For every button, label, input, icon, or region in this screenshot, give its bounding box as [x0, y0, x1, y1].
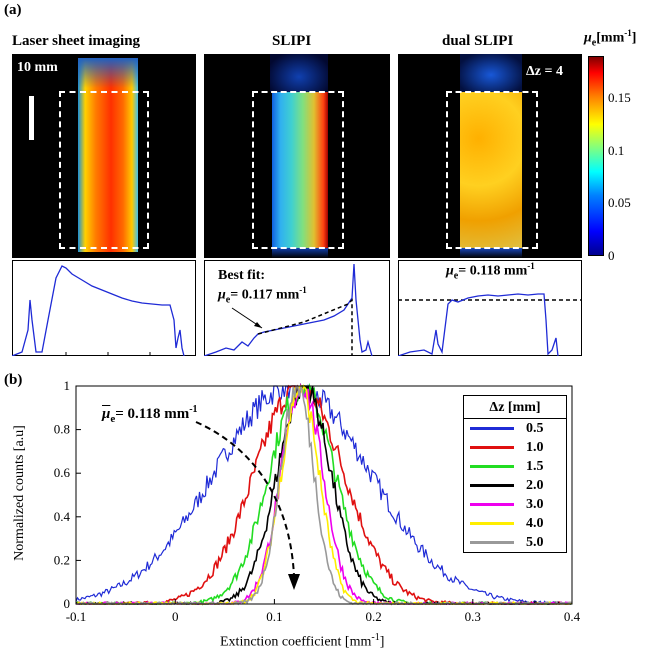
dual-slipi-annotation: μe= 0.118 mm-1 — [446, 261, 535, 281]
delta-z-label: Δz = 4 — [526, 64, 563, 79]
panel-a-label: (a) — [4, 2, 22, 18]
legend: Δz [mm] 0.5 1.0 1.5 2.0 3.0 4.0 5.0 — [463, 395, 567, 553]
scale-bar — [29, 96, 34, 140]
slipi-image — [204, 54, 390, 258]
scale-bar-label: 10 mm — [17, 60, 58, 75]
legend-item: 4.0 — [464, 514, 566, 533]
legend-item: 5.0 — [464, 533, 566, 552]
y-axis-title-wrap: Normalized counts [a.u] — [8, 400, 28, 590]
mu-sub: e — [110, 413, 116, 425]
legend-label: 5.0 — [526, 534, 544, 550]
x-tick-label: 0 — [172, 609, 179, 624]
best-fit-value: = 0.117 mm — [230, 287, 300, 303]
colorbar-tick-label: 0.1 — [608, 142, 625, 158]
legend-title: Δz [mm] — [464, 400, 566, 419]
legend-swatch — [470, 427, 514, 430]
y-axis-title: Normalized counts [a.u] — [12, 425, 27, 561]
title-laser-sheet: Laser sheet imaging — [12, 33, 141, 49]
x-tick-label: 0.2 — [365, 609, 381, 624]
mean-value: = 0.118 mm — [115, 406, 190, 422]
mu-bar-symbol: μ — [102, 406, 111, 422]
mean-exp: -1 — [189, 404, 198, 415]
legend-item: 2.0 — [464, 476, 566, 495]
legend-label: 2.0 — [526, 477, 544, 493]
x-tick-label: 0.4 — [564, 609, 581, 624]
colorbar-label-exp: -1 — [624, 28, 632, 38]
title-slipi: SLIPI — [272, 33, 312, 49]
x-axis-title: Extinction coefficient [mm-1] — [220, 632, 384, 651]
legend-swatch — [470, 446, 514, 449]
legend-swatch — [470, 522, 514, 525]
legend-swatch — [470, 465, 514, 468]
annotation-arrow — [195, 421, 295, 577]
x-tick-label: 0.3 — [465, 609, 481, 624]
x-axis-title-exp: -1 — [371, 632, 380, 643]
annotation-arrowhead — [288, 574, 300, 590]
best-fit-exp: -1 — [299, 285, 307, 295]
legend-item: 0.5 — [464, 419, 566, 438]
legend-label: 3.0 — [526, 496, 544, 512]
colorbar-label-end: ] — [631, 30, 637, 46]
mu-symbol: μ — [446, 263, 454, 279]
series-line-0.5 — [75, 383, 572, 605]
colorbar-tick-label: 0.05 — [608, 195, 631, 211]
laser-sheet-image: 10 mm — [12, 54, 196, 258]
x-axis-title-text: Extinction coefficient [mm — [220, 634, 372, 650]
legend-label: 1.5 — [526, 458, 544, 474]
y-tick-label: 0.6 — [54, 465, 71, 480]
legend-item: 1.0 — [464, 438, 566, 457]
colorbar-label: μe[mm-1] — [584, 28, 636, 48]
x-tick-label: 0.1 — [266, 609, 282, 624]
colorbar-tick-label: 0 — [608, 248, 615, 263]
roi-box — [59, 91, 149, 249]
best-fit-label: Best fit: — [218, 268, 266, 283]
legend-item: 3.0 — [464, 495, 566, 514]
y-tick-label: 0.4 — [54, 509, 71, 524]
slipi-fit-annotation: Best fit: μe= 0.117 mm-1 — [218, 268, 307, 307]
legend-label: 0.5 — [526, 420, 544, 436]
legend-swatch — [470, 541, 514, 544]
y-tick-label: 0 — [64, 596, 71, 611]
slipi-profile — [204, 260, 390, 356]
legend-label: 4.0 — [526, 515, 544, 531]
colorbar-label-sub: e — [591, 37, 597, 49]
x-tick-label: -0.1 — [66, 609, 87, 624]
legend-label: 1.0 — [526, 439, 544, 455]
colorbar-tick-label: 0.15 — [608, 90, 631, 106]
mean-annotation: μe= 0.118 mm-1 — [102, 404, 198, 425]
dual-exp: -1 — [527, 261, 535, 271]
roi-box — [252, 91, 344, 249]
panel-b-label: (b) — [4, 372, 23, 388]
mu-sub: e — [453, 270, 459, 282]
mu-sub: e — [225, 294, 231, 306]
y-tick-label: 1 — [64, 378, 71, 393]
colorbar-label-symbol: μ — [584, 30, 592, 46]
x-axis-title-end: ] — [379, 634, 385, 650]
dual-slipi-image: Δz = 4 — [398, 54, 582, 258]
dual-value: = 0.118 mm — [458, 263, 528, 279]
plot-frame — [75, 385, 573, 605]
extinction-histogram-chart: -0.1 0 0.1 0.2 0.3 0.400.20.40.60.81 — [54, 378, 581, 624]
laser-sheet-profile — [12, 260, 196, 356]
colorbar-label-unit: [mm — [596, 30, 625, 46]
y-tick-label: 0.2 — [54, 552, 70, 567]
title-dual-slipi: dual SLIPI — [442, 33, 514, 49]
legend-swatch — [470, 503, 514, 506]
dual-slipi-profile — [398, 260, 582, 356]
mu-symbol: μ — [218, 287, 226, 303]
legend-swatch — [470, 484, 514, 487]
y-tick-label: 0.8 — [54, 422, 70, 437]
roi-box — [446, 91, 538, 249]
colorbar — [588, 56, 604, 256]
legend-item: 1.5 — [464, 457, 566, 476]
